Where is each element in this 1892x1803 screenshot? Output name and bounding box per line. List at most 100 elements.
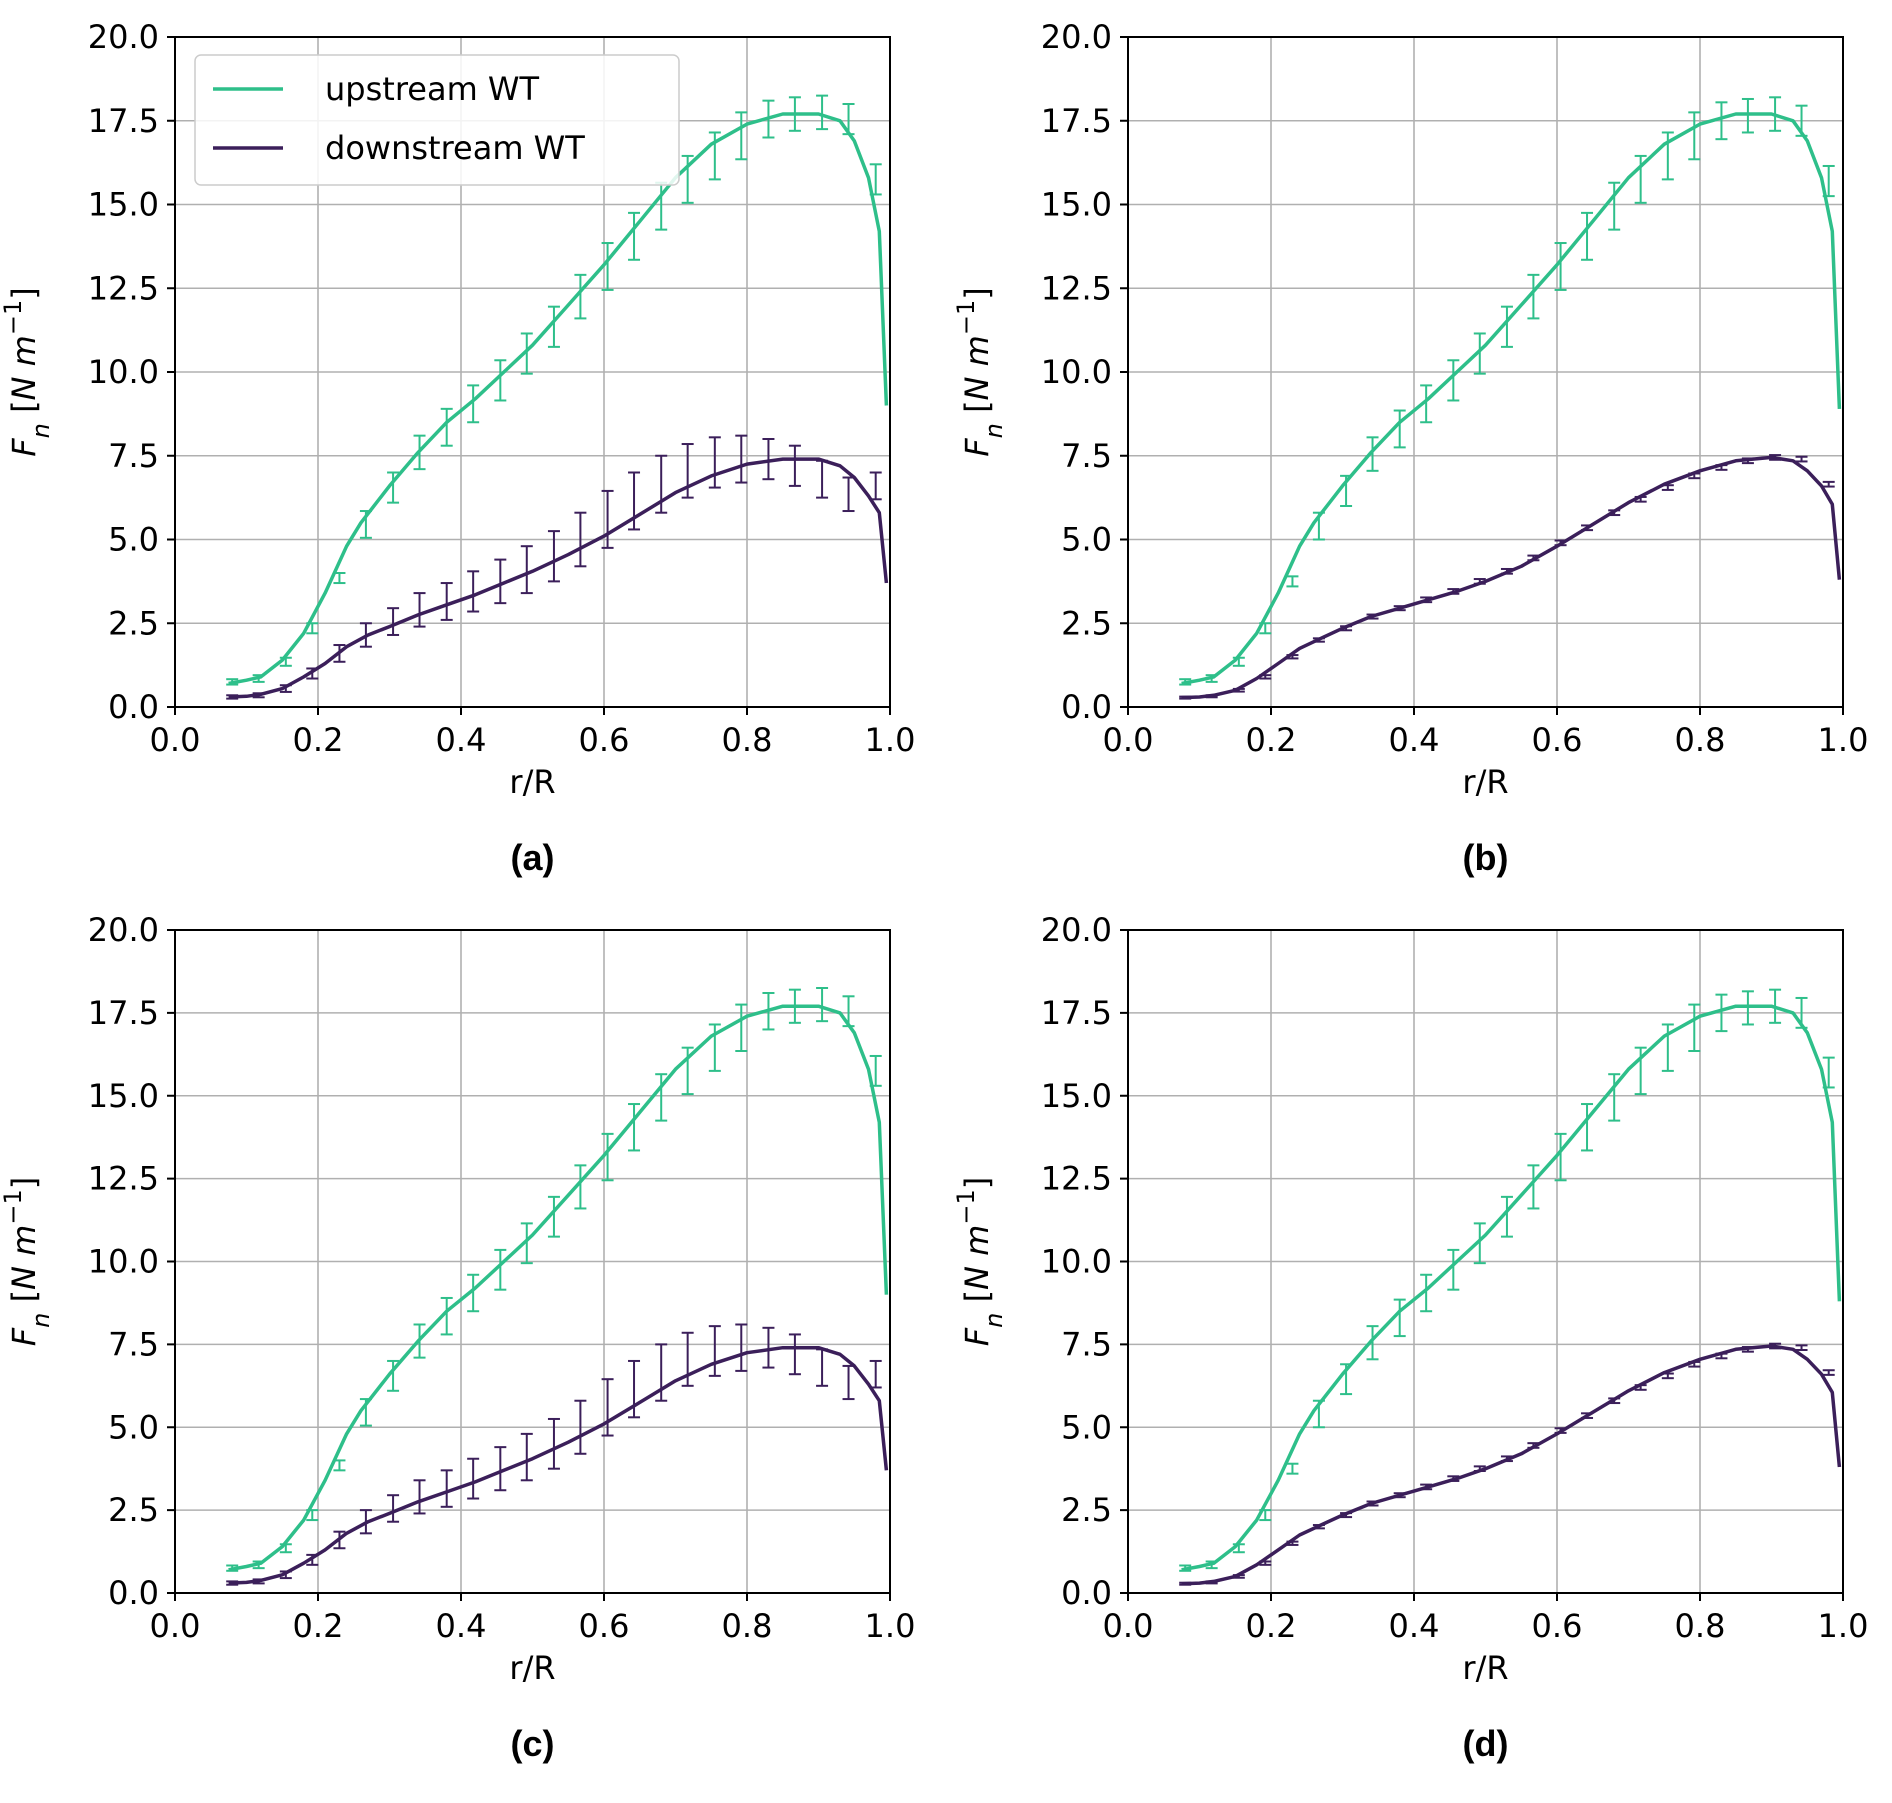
downstream-error-bar [1500,567,1513,575]
upstream-error-bar [547,1195,560,1238]
x-tick-label: 0.8 [1675,721,1726,759]
downstream-error-bar [655,1343,668,1402]
upstream-error-bar [494,359,507,402]
downstream-error-bar [494,1446,507,1492]
downstream-error-bar [1688,1360,1701,1368]
downstream-error-bar [1447,588,1460,595]
downstream-error-bar [628,1359,641,1419]
downstream-error-bar [788,1333,801,1376]
upstream-error-bar [1715,101,1728,141]
x-tick-label: 0.8 [722,721,773,759]
upstream-error-bar [655,1073,668,1122]
upstream-error-bar [1420,1273,1433,1313]
downstream-error-bar [1232,687,1245,693]
downstream-error-bar [842,476,855,513]
upstream-error-bar [842,995,855,1028]
panel-label: (a) [511,837,555,878]
y-tick-label: 20.0 [1041,911,1112,949]
upstream-error-bar [440,1296,453,1336]
chart-panel-a: 0.0 0.2 0.4 0.6 0.8 1.0 0.0 2.5 5.0 7.5 10.0 12.5 15… [0,18,915,878]
downstream-error-bar [467,570,480,613]
downstream-error-bar [1286,1540,1299,1546]
y-tick-label: 0.0 [1061,688,1112,726]
downstream-error-bar [788,444,801,487]
upstream-error-bar [1286,575,1299,588]
upstream-error-bar [226,678,239,686]
downstream-error-bar [601,489,614,549]
upstream-error-bar [1393,409,1406,449]
downstream-error-bar [226,1580,239,1586]
upstream-error-bar [1769,96,1782,132]
upstream-error-bar [1473,332,1486,375]
y-tick-label: 15.0 [1041,1077,1112,1115]
downstream-error-bar [1366,613,1379,620]
upstream-error-bar [816,94,829,131]
downstream-series-line [1181,1344,1842,1586]
upstream-error-bar [413,1323,426,1359]
upstream-error-bar [788,988,801,1024]
downstream-error-bar [494,558,507,605]
downstream-error-bar [601,1378,614,1437]
downstream-error-bar [1661,1372,1674,1380]
downstream-error-bar [1340,1512,1353,1519]
downstream-error-bar [816,1348,829,1387]
downstream-error-bar [333,1530,346,1550]
downstream-error-bar [681,443,694,499]
upstream-error-bar [1769,988,1782,1024]
downstream-error-bar [520,1432,533,1482]
upstream-error-bar [467,1273,480,1313]
y-tick-label: 17.5 [88,102,159,140]
downstream-error-bar [1795,455,1808,463]
downstream-error-bar [1688,472,1701,480]
upstream-error-bar [1179,678,1192,686]
x-tick-label: 1.0 [865,1607,916,1645]
downstream-error-bar [226,694,239,700]
x-tick-label: 0.6 [579,1607,630,1645]
y-tick-label: 10.0 [88,1243,159,1281]
upstream-error-bar [1393,1298,1406,1338]
upstream-error-bar [387,471,400,504]
y-tick-label: 17.5 [1041,102,1112,140]
downstream-error-bar [735,434,748,484]
upstream-error-bar [1608,1073,1621,1122]
downstream-error-bar [816,459,829,499]
downstream-error-bar [1312,637,1325,643]
downstream-error-bar [1822,1369,1835,1376]
upstream-error-bar [869,1054,882,1087]
x-axis-label: r/R [509,1649,555,1687]
downstream-error-bar [1286,654,1299,660]
downstream-error-bar [869,471,882,501]
downstream-error-bar [1179,1581,1192,1586]
x-tick-label: 0.4 [1389,721,1440,759]
upstream-error-bar [735,1003,748,1052]
upstream-error-bar [359,510,372,539]
upstream-error-bar [1634,1046,1647,1096]
downstream-error-bar [869,1359,882,1389]
upstream-error-bar [1795,104,1808,137]
y-tick-label: 7.5 [1061,437,1112,475]
downstream-error-bar [306,667,319,680]
y-tick-label: 0.0 [108,688,159,726]
y-tick-label: 15.0 [1041,186,1112,224]
downstream-error-bar [574,1399,587,1455]
upstream-error-bar [816,987,829,1023]
x-axis-label: r/R [509,763,555,801]
downstream-error-bar [333,644,346,663]
downstream-error-bar [413,592,426,628]
downstream-error-bar [1232,1574,1245,1579]
x-tick-label: 0.2 [293,1607,344,1645]
upstream-error-bar [1366,436,1379,472]
x-tick-label: 0.4 [436,721,487,759]
y-tick-label: 15.0 [88,1077,159,1115]
downstream-error-bar [1581,1412,1594,1419]
x-tick-label: 0.8 [722,1607,773,1645]
upstream-error-bar [1581,211,1594,261]
y-tick-label: 12.5 [1041,269,1112,307]
upstream-error-bar [1232,1543,1245,1554]
downstream-error-bar [708,436,721,489]
downstream-error-bar [1312,1524,1325,1530]
y-tick-label: 10.0 [1041,1243,1112,1281]
x-tick-label: 0.6 [1532,1607,1583,1645]
upstream-error-bar [1286,1462,1299,1475]
upstream-error-bar [708,1023,721,1072]
